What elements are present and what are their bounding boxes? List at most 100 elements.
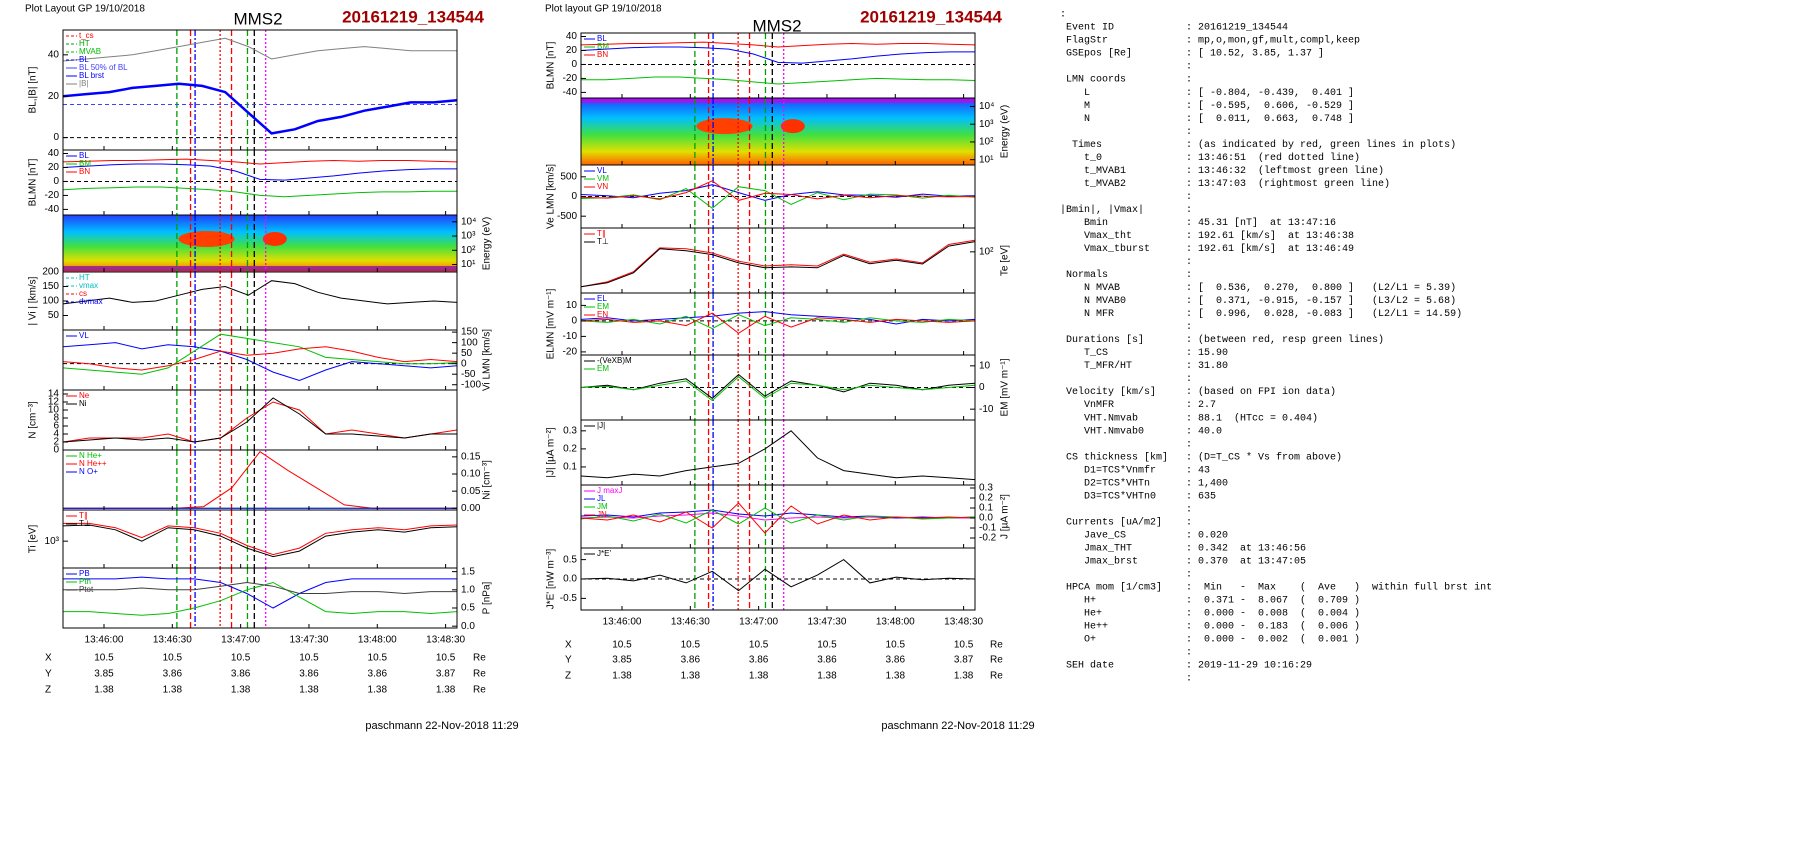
info-line: N MVAB : [ 0.536, 0.270, 0.800 ] (L2/L1 … bbox=[1060, 282, 1456, 294]
x-tick-label: 13:46:30 bbox=[153, 635, 192, 646]
info-line: : bbox=[1060, 439, 1192, 450]
info-line: : bbox=[1060, 648, 1192, 659]
y-tick-label: 20 bbox=[566, 45, 578, 56]
legend-label: T∥ bbox=[79, 511, 88, 520]
x-tick-label: 13:46:00 bbox=[603, 617, 642, 628]
y-tick-label: 500 bbox=[560, 171, 577, 182]
series-line bbox=[581, 41, 975, 48]
info-line: D1=TCS*Vnmfr : 43 bbox=[1060, 464, 1210, 476]
y-tick-label: -500 bbox=[557, 211, 577, 222]
y-tick-label: 40 bbox=[48, 49, 60, 60]
info-line: N MFR : [ 0.996, 0.028, -0.083 ] (L2/L1 … bbox=[1060, 308, 1462, 320]
legend-label: BN bbox=[597, 50, 608, 59]
info-line: : bbox=[1060, 322, 1192, 333]
position-value: 1.38 bbox=[368, 685, 388, 696]
info-line: VnMFR : 2.7 bbox=[1060, 400, 1216, 411]
legend-label: BN bbox=[79, 167, 90, 176]
series-line bbox=[581, 46, 975, 64]
y-axis-label: J*E' [nW m⁻³] bbox=[546, 549, 557, 610]
info-line: Currents [uA/m2] : bbox=[1060, 516, 1192, 528]
info-line: Jmax_THT : 0.342 at 13:46:56 bbox=[1060, 543, 1306, 554]
position-value: 3.87 bbox=[954, 655, 974, 666]
series-line bbox=[581, 430, 975, 481]
info-line: Jave_CS : 0.020 bbox=[1060, 530, 1228, 541]
plot-title: MMS2 bbox=[233, 9, 282, 28]
position-value: 1.38 bbox=[612, 671, 632, 682]
x-tick-label: 13:47:30 bbox=[289, 635, 328, 646]
y-tick-label: 10 bbox=[48, 405, 60, 416]
y-axis-label: Energy (eV) bbox=[482, 217, 493, 270]
series-line bbox=[581, 376, 975, 402]
legend-label: |J| bbox=[597, 421, 605, 430]
y-tick-label: 100 bbox=[461, 337, 478, 348]
position-unit: Re bbox=[473, 685, 486, 696]
y-axis-label: ELMN [mV m⁻¹] bbox=[546, 288, 557, 359]
legend-label: JN bbox=[597, 510, 607, 519]
y-tick-label: 50 bbox=[461, 348, 473, 359]
y-tick-label: 0.2 bbox=[979, 493, 993, 504]
panel bbox=[581, 228, 975, 293]
info-line: He+ : 0.000 - 0.008 ( 0.004 ) bbox=[1060, 608, 1360, 620]
legend-label: JM bbox=[597, 502, 608, 511]
series-line bbox=[63, 333, 457, 375]
x-tick-label: 13:47:00 bbox=[739, 617, 778, 628]
spectrogram bbox=[581, 98, 975, 165]
info-line: H+ : 0.371 - 8.067 ( 0.709 ) bbox=[1060, 595, 1360, 607]
legend-label: BL bbox=[597, 34, 607, 43]
info-line: VHT.Nmvab : 88.1 (HTcc = 0.404) bbox=[1060, 412, 1318, 424]
series-line bbox=[581, 312, 975, 334]
position-value: 3.86 bbox=[231, 669, 251, 680]
series-line bbox=[581, 241, 975, 288]
legend-label: Pth bbox=[79, 577, 91, 586]
y-tick-label: 100 bbox=[42, 296, 59, 307]
panel bbox=[63, 450, 457, 510]
info-line: O+ : 0.000 - 0.002 ( 0.001 ) bbox=[1060, 634, 1360, 646]
panel bbox=[581, 485, 975, 548]
y-tick-label: -40 bbox=[45, 204, 60, 215]
plot-title: MMS2 bbox=[752, 16, 801, 35]
series-line bbox=[581, 502, 975, 534]
plot-header: Plot layout GP 19/10/2018 bbox=[545, 4, 662, 15]
position-unit: Re bbox=[473, 653, 486, 664]
position-value: 10.5 bbox=[368, 653, 388, 664]
legend-label: JL bbox=[597, 494, 606, 503]
position-unit: Re bbox=[990, 640, 1003, 651]
info-line: Bmin : 45.31 [nT] at 13:47:16 bbox=[1060, 217, 1336, 229]
x-tick-label: 13:48:30 bbox=[426, 635, 465, 646]
legend-label: T⊥ bbox=[597, 237, 609, 246]
position-label: X bbox=[565, 640, 572, 651]
y-tick-label: -20 bbox=[45, 190, 60, 201]
y-tick-label: -20 bbox=[563, 347, 578, 358]
position-value: 10.5 bbox=[749, 640, 769, 651]
series-line bbox=[63, 576, 457, 609]
legend-label: N He++ bbox=[79, 459, 107, 468]
panel bbox=[63, 215, 457, 272]
y-axis-label: BLMN [nT] bbox=[28, 158, 39, 206]
y-axis-label: Vi LMN [km/s] bbox=[482, 329, 493, 391]
series-line bbox=[63, 346, 457, 371]
spectrogram-band bbox=[63, 266, 457, 271]
info-line: L : [ -0.804, -0.439, 0.401 ] bbox=[1060, 87, 1354, 99]
info-line: : bbox=[1060, 127, 1192, 138]
y-tick-label: 10² bbox=[461, 245, 476, 256]
info-line: : bbox=[1060, 257, 1192, 268]
position-value: 10.5 bbox=[886, 640, 906, 651]
info-line: : bbox=[1060, 504, 1192, 515]
y-tick-label: 8 bbox=[53, 413, 59, 424]
y-tick-label: 10³ bbox=[979, 119, 994, 130]
y-tick-label: 200 bbox=[42, 267, 59, 278]
y-axis-label: |J| [µA m⁻²] bbox=[546, 427, 557, 477]
x-tick-label: 13:48:00 bbox=[358, 635, 397, 646]
panel bbox=[63, 272, 457, 330]
y-tick-label: -50 bbox=[461, 369, 476, 380]
y-axis-label: Ti [eV] bbox=[28, 525, 39, 554]
legend-label: EN bbox=[597, 310, 608, 319]
panel-frame bbox=[62, 567, 458, 629]
info-line: GSEpos [Re] : [ 10.52, 3.85, 1.37 ] bbox=[1060, 48, 1324, 60]
y-tick-label: 14 bbox=[48, 389, 60, 400]
legend-label: vmax bbox=[79, 281, 98, 290]
series-line bbox=[581, 373, 975, 399]
y-tick-label: 2 bbox=[53, 437, 59, 448]
position-value: 3.86 bbox=[299, 669, 319, 680]
